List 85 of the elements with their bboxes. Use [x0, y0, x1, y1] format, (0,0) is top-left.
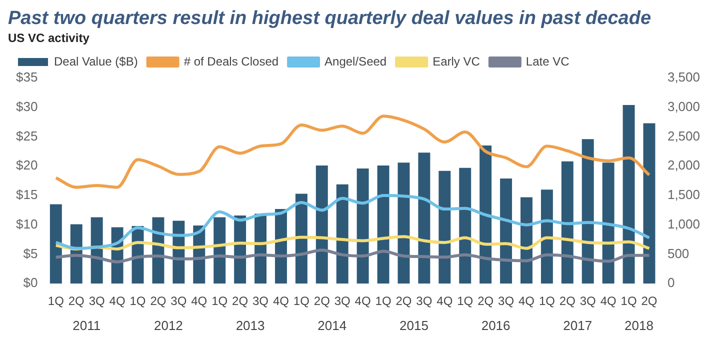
- text: 2012: [154, 318, 183, 334]
- x-tick-label: 3Q: [498, 294, 514, 308]
- y-tick-label: $0: [23, 275, 38, 290]
- x-tick-label: 3Q: [252, 294, 269, 308]
- x-tick-label: 2Q: [150, 294, 166, 308]
- x-tick-label: 4Q: [354, 294, 371, 308]
- y-tick-label: $25: [16, 128, 38, 144]
- x-tick-label: 3Q: [88, 294, 105, 308]
- bar: [418, 152, 430, 284]
- bar: [602, 162, 614, 284]
- y2-tick-label: 0: [667, 275, 675, 290]
- x-tick-label: 3Q: [334, 294, 350, 308]
- x-tick-label: 2Q: [641, 294, 658, 308]
- line-series: [54, 235, 651, 250]
- bar: [480, 146, 492, 284]
- legend-label: Late VC: [526, 54, 570, 68]
- text: 2017: [563, 318, 592, 334]
- bar: [459, 168, 472, 284]
- y-tick-label: $15: [16, 187, 38, 202]
- bar: [295, 194, 308, 284]
- x-tick-label: 3Q: [416, 294, 432, 308]
- y2-tick-label: 3,500: [667, 70, 700, 85]
- x-tick-label: 1Q: [457, 294, 474, 308]
- bar: [377, 166, 390, 284]
- x-tick-label: 4Q: [109, 294, 126, 308]
- bar: [90, 217, 103, 284]
- x-tick-label: 2Q: [68, 294, 84, 308]
- bar: [540, 190, 553, 284]
- chart-subtitle: US VC activity: [8, 30, 90, 46]
- line-series: [54, 114, 651, 189]
- x-tick-label: 1Q: [130, 294, 146, 308]
- y-tick-label: $5: [23, 246, 38, 261]
- text: 2015: [399, 318, 428, 334]
- x-tick-label: 4Q: [272, 294, 289, 308]
- y2-tick-label: 3,000: [667, 98, 700, 114]
- x-tick-label: 2Q: [559, 294, 576, 308]
- bar: [398, 162, 410, 284]
- x-tick-label: 1Q: [293, 294, 310, 308]
- y-tick-label: $10: [16, 216, 38, 232]
- x-tick-label: 2Q: [478, 294, 494, 308]
- x-tick-label: 2Q: [314, 294, 330, 308]
- x-tick-label: 1Q: [375, 294, 392, 308]
- x-tick-label: 3Q: [170, 294, 187, 308]
- legend-label: Angel/Seed: [324, 54, 387, 68]
- legend-label: Early VC: [432, 54, 480, 68]
- legend-label: # of Deals Closed: [184, 54, 279, 68]
- bar: [356, 168, 369, 284]
- y2-tick-label: 500: [667, 246, 690, 261]
- y-tick-label: $35: [16, 70, 38, 85]
- bar: [561, 161, 574, 284]
- text: 2016: [481, 318, 510, 334]
- x-tick-label: 1Q: [212, 294, 228, 308]
- y-tick-label: $30: [16, 98, 38, 114]
- bar: [643, 123, 656, 284]
- x-tick-label: 2Q: [396, 294, 412, 308]
- bar: [336, 184, 348, 284]
- bar: [582, 139, 594, 284]
- text: 2013: [236, 318, 265, 334]
- x-tick-label: 4Q: [436, 294, 453, 308]
- y2-tick-label: 1,500: [667, 187, 700, 202]
- text: 2014: [318, 318, 347, 334]
- chart-title: Past two quarters result in highest quarterly deal values in past decade: [8, 8, 652, 30]
- line-series: [54, 194, 651, 250]
- line-series: [54, 248, 651, 264]
- bar: [214, 217, 226, 284]
- y-tick-label: $20: [16, 158, 38, 173]
- x-tick-label: 4Q: [518, 294, 534, 308]
- x-tick-label: 4Q: [191, 294, 208, 308]
- x-tick-label: 1Q: [538, 294, 555, 308]
- legend-label: Deal Value ($B): [54, 54, 138, 68]
- y2-tick-label: 1,000: [667, 216, 700, 232]
- x-tick-label: 1Q: [620, 294, 637, 308]
- bar: [520, 197, 532, 284]
- x-tick-label: 4Q: [600, 294, 616, 308]
- bar: [438, 170, 451, 284]
- x-tick-label: 3Q: [580, 294, 596, 308]
- bar: [316, 166, 328, 284]
- x-tick-label: 1Q: [48, 294, 64, 308]
- text: 2011: [72, 318, 101, 334]
- bar: [622, 105, 635, 284]
- y2-tick-label: 2,500: [667, 128, 700, 144]
- x-tick-label: 2Q: [232, 294, 248, 308]
- bar: [50, 204, 62, 284]
- y2-tick-label: 2,000: [667, 158, 700, 173]
- text: 2018: [624, 318, 654, 334]
